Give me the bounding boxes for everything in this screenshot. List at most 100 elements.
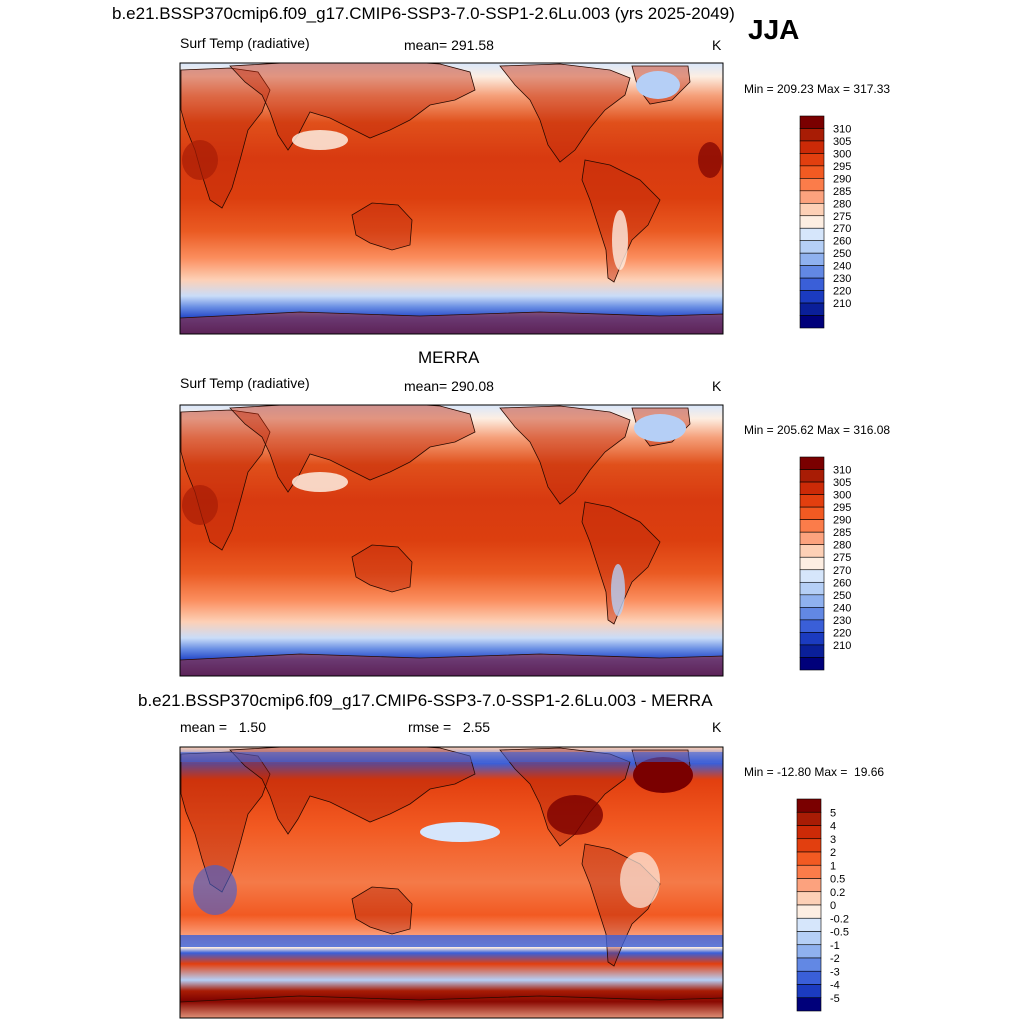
colorbar-2-box <box>799 556 825 571</box>
colorbar-2-tick-label: 270 <box>833 565 851 577</box>
colorbar-3-tick-label: -3 <box>830 966 840 978</box>
panel2-title: MERRA <box>418 348 480 367</box>
colorbar-2-box <box>799 619 825 633</box>
panel3-rmse: rmse = 2.55 <box>408 719 491 735</box>
colorbar-2-box <box>799 632 825 646</box>
colorbar-3-box <box>796 984 822 999</box>
colorbar-2-box <box>799 581 825 596</box>
colorbar-2-box <box>799 456 825 470</box>
colorbar-1-tick-label: 305 <box>833 136 851 148</box>
colorbar-1-tick-label: 240 <box>833 261 851 273</box>
colorbar-3-tick-label: 2 <box>830 847 836 859</box>
colorbar-3-tick-label: 0 <box>830 900 836 912</box>
colorbar-3-box <box>796 970 822 985</box>
colorbar-1-box <box>799 202 825 217</box>
colorbar-2-tick-label: 250 <box>833 590 851 602</box>
colorbars: 3103053002952902852802752702602502402302… <box>796 115 851 1012</box>
colorbar-1-box <box>799 153 825 167</box>
colorbar-1-tick-label: 300 <box>833 148 851 160</box>
colorbar-1-tick-label: 230 <box>833 273 851 285</box>
colorbar-1-tick-label: 260 <box>833 236 851 248</box>
colorbar-3-box <box>796 997 822 1012</box>
colorbar-3-box <box>796 825 822 840</box>
colorbar-2-box <box>799 519 825 533</box>
colorbar-1-box <box>799 190 825 204</box>
colorbar-3-tick-label: 5 <box>830 807 836 819</box>
colorbar-3-tick-label: -4 <box>830 980 840 992</box>
colorbar-3-box <box>796 864 822 879</box>
colorbar-2-tick-label: 300 <box>833 490 851 502</box>
colorbar-3-box <box>796 891 822 906</box>
panel2-units: K <box>712 378 722 394</box>
panel2-frame <box>179 404 724 677</box>
colorbar-2-box <box>799 531 825 546</box>
colorbar-1-tick-label: 310 <box>833 123 851 135</box>
panel2-mean: mean= 290.08 <box>404 378 494 394</box>
colorbar-2-box <box>799 469 825 483</box>
colorbar-2-tick-label: 230 <box>833 615 851 627</box>
season-label: JJA <box>748 14 800 45</box>
colorbar-2-tick-label: 285 <box>833 527 851 539</box>
colorbar-2-tick-label: 260 <box>833 577 851 589</box>
colorbar-2-box <box>799 657 825 671</box>
colorbar-3-box <box>796 917 822 932</box>
colorbar-1-tick-label: 210 <box>833 298 851 310</box>
colorbar-1-tick-label: 290 <box>833 173 851 185</box>
colorbar-3-tick-label: -1 <box>830 940 840 952</box>
colorbar-3-box <box>796 838 822 853</box>
panel3-mean: mean = 1.50 <box>180 719 267 735</box>
panel3-minmax: Min = -12.80 Max = 19.66 <box>744 765 885 779</box>
panel2-left-label: Surf Temp (radiative) <box>180 375 310 391</box>
panel3-map <box>180 747 723 1018</box>
colorbar-2-tick-label: 275 <box>833 552 851 564</box>
colorbar-1-box <box>799 178 825 192</box>
colorbar-1-tick-label: 250 <box>833 248 851 260</box>
colorbar-1-box <box>799 227 825 242</box>
panel1-frame <box>179 62 724 335</box>
colorbar-1-box <box>799 128 825 142</box>
colorbar-3-box <box>796 944 822 959</box>
colorbar-3-box <box>796 904 822 919</box>
colorbar-2-box <box>799 644 825 658</box>
colorbar-3-tick-label: 0.2 <box>830 887 845 899</box>
colorbar-2-box <box>799 544 825 558</box>
colorbar-1-tick-label: 220 <box>833 286 851 298</box>
colorbar-1-box <box>799 240 825 254</box>
panel1-minmax: Min = 209.23 Max = 317.33 <box>744 82 891 96</box>
colorbar-3-tick-label: 0.5 <box>830 874 845 886</box>
colorbar-2-tick-label: 310 <box>833 465 851 477</box>
colorbar-3-box <box>796 811 822 826</box>
colorbar-2-box <box>799 594 825 608</box>
colorbar-1-box <box>799 290 825 304</box>
colorbar-2-tick-label: 290 <box>833 515 851 527</box>
colorbar-3-tick-label: -5 <box>830 993 840 1005</box>
colorbar-3-box <box>796 931 822 946</box>
colorbar-3-tick-label: -0.2 <box>830 913 849 925</box>
panel1-left-label: Surf Temp (radiative) <box>180 35 310 51</box>
colorbar-2-box <box>799 481 825 495</box>
colorbar-2-tick-label: 305 <box>833 477 851 489</box>
colorbar-3-box <box>796 957 822 972</box>
panel1-mean: mean= 291.58 <box>404 37 494 53</box>
colorbar-2-tick-label: 280 <box>833 540 851 552</box>
colorbar-2-tick-label: 240 <box>833 602 851 614</box>
colorbar-3-tick-label: 4 <box>830 821 836 833</box>
colorbar-1-box <box>799 277 825 291</box>
colorbar-1-box <box>799 265 825 279</box>
colorbar-1-tick-label: 275 <box>833 211 851 223</box>
panel3-frame <box>179 746 724 1019</box>
colorbar-3-tick-label: -0.5 <box>830 927 849 939</box>
colorbar-2-box <box>799 607 825 621</box>
colorbar-2-box <box>799 506 825 520</box>
panel3-units: K <box>712 719 722 735</box>
colorbar-1-box <box>799 302 825 316</box>
panel2-map <box>180 405 723 676</box>
colorbar-1-box <box>799 165 825 179</box>
colorbar-1-tick-label: 285 <box>833 186 851 198</box>
colorbar-2-tick-label: 210 <box>833 640 851 652</box>
colorbar-3-box <box>796 851 822 866</box>
colorbar-1-tick-label: 280 <box>833 198 851 210</box>
colorbar-1-box <box>799 115 825 129</box>
panel1-map <box>180 63 723 334</box>
